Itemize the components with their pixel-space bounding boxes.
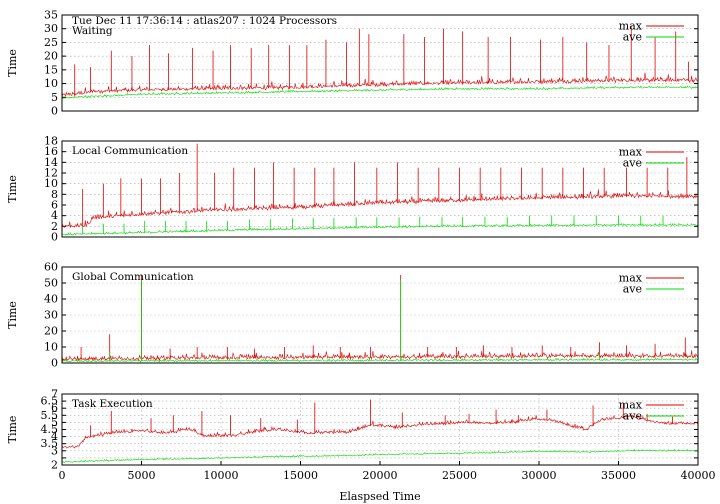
series-line-ave: [61, 448, 699, 464]
plot-frame: [61, 266, 699, 364]
series-line-ave: [61, 85, 699, 99]
y-tick-label: 30: [44, 22, 58, 35]
y-tick-label: 5: [51, 91, 58, 104]
series-line-ave: [61, 357, 699, 363]
legend-label-ave: ave: [623, 283, 642, 296]
panel-task: 2 33.544.555.566.57 0 5000 10000 15000 20000 25…: [6, 388, 716, 504]
y-tick-label: 0: [51, 105, 58, 118]
series-line-max: [61, 413, 699, 449]
panel-title: Waiting: [72, 25, 113, 37]
legend-label-max: max: [619, 272, 643, 285]
x-tick-label: 5000: [128, 469, 156, 482]
y-tick-label: 6.5: [41, 395, 59, 408]
y-tick-label: 16: [44, 145, 58, 158]
y-tick-label: 40: [44, 293, 58, 306]
y-tick-label: 18: [44, 135, 58, 148]
x-axis-label: Elaspsed Time: [339, 490, 420, 503]
y-tick-label: 6: [51, 199, 58, 212]
y-tick-label: 8: [51, 188, 58, 201]
y-axis-label: Time: [6, 416, 19, 444]
y-tick-label: 4: [51, 209, 58, 222]
y-tick-label: 15: [44, 63, 58, 76]
plot-frame: [61, 393, 699, 466]
series-line-max: [61, 72, 699, 97]
legend-label-max: max: [619, 146, 643, 159]
y-tick-label: 10: [44, 177, 58, 190]
y-axis-label: Time: [6, 175, 19, 203]
plot-frame: [61, 14, 699, 112]
legend-label-max: max: [619, 20, 643, 33]
y-tick-label: 35: [44, 9, 58, 22]
x-tick-label: 40000: [681, 469, 716, 482]
x-tick-label: 10000: [204, 469, 239, 482]
chart-header: Tue Dec 11 17:36:14 : atlas207 : 1024 Pr…: [72, 15, 337, 27]
y-tick-label: 20: [44, 50, 58, 63]
y-tick-label: 4.5: [41, 423, 59, 436]
series-line-ave: [61, 222, 699, 236]
x-tick-label: 30000: [522, 469, 557, 482]
panel-title: Task Execution: [72, 398, 153, 410]
legend-label-ave: ave: [623, 157, 642, 170]
y-tick-label: 2: [51, 220, 58, 233]
y-tick-label: 4: [51, 430, 58, 443]
panel-title: Global Communication: [72, 271, 194, 283]
series-line-max: [61, 350, 699, 362]
x-tick-label: 15000: [283, 469, 318, 482]
series-line-max: [61, 189, 699, 228]
y-axis-label: Time: [6, 301, 19, 329]
legend-label-ave: ave: [623, 31, 642, 44]
y-tick-label: 2: [51, 459, 58, 472]
panel-title: Local Communication: [72, 145, 188, 157]
y-tick-label: 5.5: [41, 409, 59, 422]
x-tick-label: 0: [59, 469, 66, 482]
y-tick-label: 12: [44, 167, 58, 180]
y-tick-label: 7: [51, 388, 58, 401]
y-tick-label: 10: [44, 77, 58, 90]
x-tick-label: 20000: [363, 469, 398, 482]
y-tick-label: 3.5: [41, 437, 59, 450]
panel-global: 0 10 20 30 40 50 60 Time Global Communication max…: [6, 261, 699, 370]
y-tick-label: 50: [44, 277, 58, 290]
y-tick-label: 5: [51, 416, 58, 429]
y-axis-label: Time: [6, 49, 19, 77]
y-tick-label: 30: [44, 309, 58, 322]
plot-frame: [61, 140, 699, 238]
legend-label-ave: ave: [623, 410, 642, 423]
legend-label-max: max: [619, 399, 643, 412]
y-tick-label: 14: [44, 156, 58, 169]
y-tick-label: 6: [51, 402, 58, 415]
y-tick-label: 60: [44, 261, 58, 274]
y-tick-label: 20: [44, 325, 58, 338]
x-tick-label: 25000: [442, 469, 477, 482]
y-tick-label: 0: [51, 357, 58, 370]
x-tick-label: 35000: [601, 469, 636, 482]
y-tick-label: 10: [44, 341, 58, 354]
y-tick-label: 25: [44, 36, 58, 49]
y-tick-label: 0: [51, 231, 58, 244]
y-tick-label: 3: [51, 444, 58, 457]
